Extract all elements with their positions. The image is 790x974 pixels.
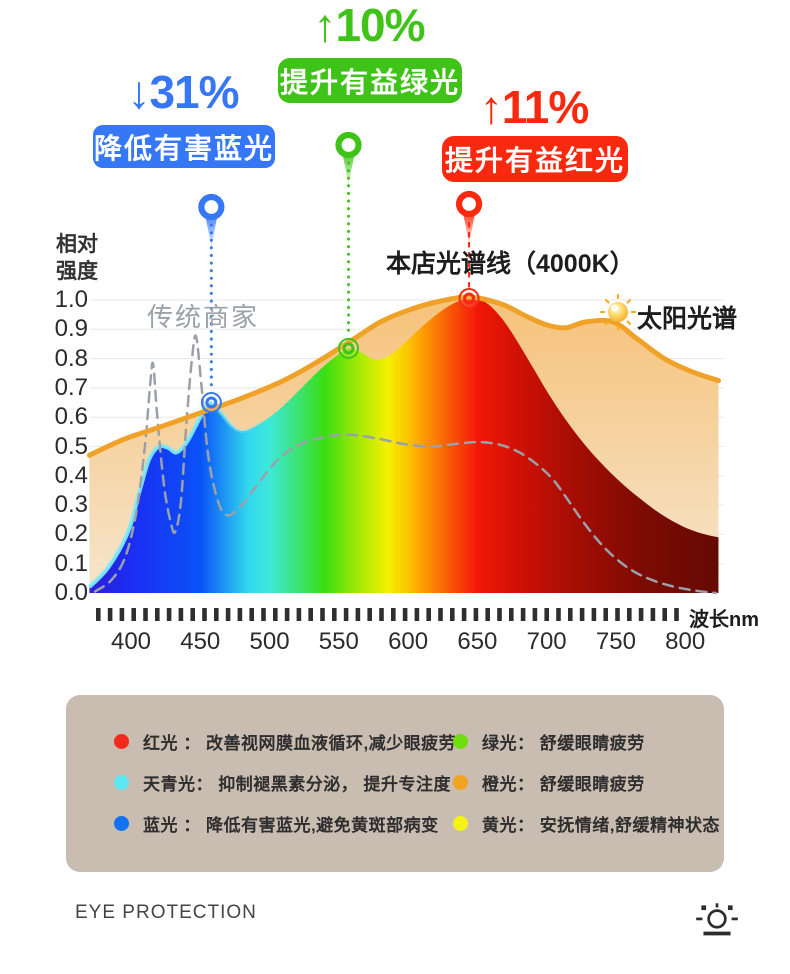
store-spectrum-edge <box>87 296 719 589</box>
pin-tail <box>342 152 356 187</box>
x-tick-label: 450 <box>180 628 221 655</box>
brand-text: EYE PROTECTION <box>75 902 257 923</box>
light-benefits-legend: 红光 ： 改善视网膜血液循环,减少眼疲劳 天青光： 抑制褪黑素分泌， 提升专注度蓝… <box>66 695 724 872</box>
legend-item-text: 红光 ： 改善视网膜血液循环,减少眼疲劳 <box>143 733 457 753</box>
x-axis-unit-label: 波长nm <box>689 609 759 631</box>
pin-head <box>455 190 483 218</box>
legend-item-text: 天青光： 抑制褪黑素分泌， 提升专注度 <box>143 774 451 794</box>
legend-item: 天青光： 抑制褪黑素分泌， 提升专注度 <box>114 772 456 794</box>
red-change-badge: 提升有益红光 <box>442 136 628 182</box>
legend-column-right: 绿光： 舒缓眼睛疲劳 橙光： 舒缓眼睛疲劳黄光： 安抚情绪,舒缓精神状态 <box>453 731 720 835</box>
legend-color-dot <box>114 774 129 790</box>
peak-markers <box>198 131 483 414</box>
lamp-brightness-icon <box>696 903 738 936</box>
x-tick-label: 800 <box>665 628 706 655</box>
legend-item: 蓝光 ： 降低有害蓝光,避免黄斑部病变 <box>114 813 456 835</box>
x-tick-label: 600 <box>388 628 429 655</box>
legend-item-text: 橙光： 舒缓眼睛疲劳 <box>482 774 645 794</box>
y-tick-label: 1.0 <box>54 286 88 313</box>
red-change-stat: ↑11% <box>479 81 590 133</box>
y-tick-label: 0.7 <box>54 373 88 401</box>
blue-peak-marker <box>198 193 225 414</box>
blue-change-stat: ↓31% <box>127 66 239 118</box>
curve-ring-inner <box>342 342 355 355</box>
y-tick-label: 0.1 <box>54 549 88 577</box>
x-tick-label: 700 <box>526 628 567 655</box>
x-tick-label: 400 <box>110 628 152 655</box>
pin-head <box>335 131 362 159</box>
y-tick-label: 0.9 <box>54 315 88 343</box>
red-peak-marker <box>455 190 483 310</box>
y-tick-label: 0.6 <box>54 403 88 431</box>
y-axis-title: 相对 强度 <box>56 233 98 284</box>
x-tick-label: 750 <box>595 628 636 655</box>
x-tick-label: 500 <box>249 628 290 655</box>
blue-change-badge: 降低有害蓝光 <box>93 125 275 168</box>
legend-column-left: 红光 ： 改善视网膜血液循环,减少眼疲劳 天青光： 抑制褪黑素分泌， 提升专注度蓝… <box>114 731 457 835</box>
legend-color-dot <box>453 733 468 749</box>
green-change-stat: ↑10% <box>313 0 425 51</box>
y-tick-label: 0.4 <box>54 461 88 489</box>
y-tick-label: 0.2 <box>54 520 88 548</box>
store-spectrum-fill <box>89 298 719 593</box>
legend-color-dot <box>114 815 129 831</box>
y-tick-label: 0.5 <box>54 432 88 460</box>
curve-ring-outer <box>338 337 360 359</box>
legend-item: 绿光： 舒缓眼睛疲劳 <box>453 731 720 753</box>
curve-ring-inner <box>463 292 476 305</box>
sun-spectrum-label: 太阳光谱 <box>637 305 738 333</box>
sun-icon <box>599 293 637 331</box>
legend-item: 红光 ： 改善视网膜血液循环,减少眼疲劳 <box>114 731 457 753</box>
pin-tail <box>462 211 476 246</box>
green-peak-marker <box>335 131 362 359</box>
pin-tail <box>204 214 218 249</box>
legend-item-text: 绿光： 舒缓眼睛疲劳 <box>482 733 645 753</box>
legend-item-text: 蓝光 ： 降低有害蓝光,避免黄斑部病变 <box>143 815 439 835</box>
green-change-badge: 提升有益绿光 <box>278 58 462 103</box>
store-spectrum-label: 本店光谱线（4000K） <box>386 250 635 278</box>
y-tick-label: 0.8 <box>54 344 88 372</box>
legend-color-dot <box>453 774 468 790</box>
traditional-merchant-line <box>93 334 717 595</box>
pin-head <box>198 193 225 221</box>
y-tick-label: 0.3 <box>54 491 88 519</box>
x-tick-label: 650 <box>457 628 498 655</box>
curve-ring-outer <box>458 288 480 310</box>
y-tick-label: 0.0 <box>54 579 88 606</box>
legend-color-dot <box>453 815 468 831</box>
traditional-merchant-label: 传统商家 <box>147 302 260 332</box>
legend-item: 橙光： 舒缓眼睛疲劳 <box>453 772 720 794</box>
legend-color-dot <box>114 733 129 749</box>
curve-ring-inner <box>205 396 218 409</box>
curve-ring-outer <box>200 392 222 414</box>
x-tick-label: 550 <box>318 628 359 655</box>
legend-item: 黄光： 安抚情绪,舒缓精神状态 <box>453 813 720 835</box>
legend-item-text: 黄光： 安抚情绪,舒缓精神状态 <box>482 815 720 835</box>
